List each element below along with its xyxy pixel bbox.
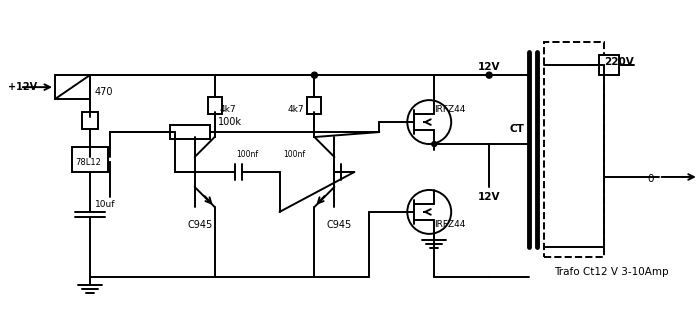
Text: 12V: 12V xyxy=(478,62,500,72)
Text: 4k7: 4k7 xyxy=(220,105,236,113)
Text: C945: C945 xyxy=(187,220,212,230)
Text: 12V: 12V xyxy=(478,192,500,202)
Text: 100k: 100k xyxy=(218,117,241,127)
Bar xyxy=(599,55,619,75)
Text: +12V: +12V xyxy=(8,82,37,92)
Text: Trafo Ct12 V 3-10Amp: Trafo Ct12 V 3-10Amp xyxy=(554,267,668,277)
Text: 100nf: 100nf xyxy=(237,150,258,159)
Circle shape xyxy=(486,72,492,78)
Circle shape xyxy=(432,142,437,146)
Text: 78L12: 78L12 xyxy=(75,158,101,166)
Text: IRFZ44: IRFZ44 xyxy=(434,105,466,114)
Text: IRFZ44: IRFZ44 xyxy=(434,220,466,229)
Circle shape xyxy=(312,72,317,78)
FancyBboxPatch shape xyxy=(544,42,604,257)
Text: 4k7: 4k7 xyxy=(288,105,304,113)
Text: CT: CT xyxy=(509,124,524,134)
Bar xyxy=(307,97,321,114)
Text: 10uf: 10uf xyxy=(94,200,116,209)
Bar xyxy=(72,147,108,172)
Text: 0: 0 xyxy=(648,174,654,184)
Text: 470: 470 xyxy=(94,87,113,97)
Text: C945: C945 xyxy=(327,220,352,230)
Bar xyxy=(82,112,98,129)
Text: 100nf: 100nf xyxy=(284,150,305,159)
Bar xyxy=(55,75,90,99)
Bar xyxy=(208,97,222,114)
Text: 220V: 220V xyxy=(604,57,634,67)
Bar xyxy=(169,125,209,139)
